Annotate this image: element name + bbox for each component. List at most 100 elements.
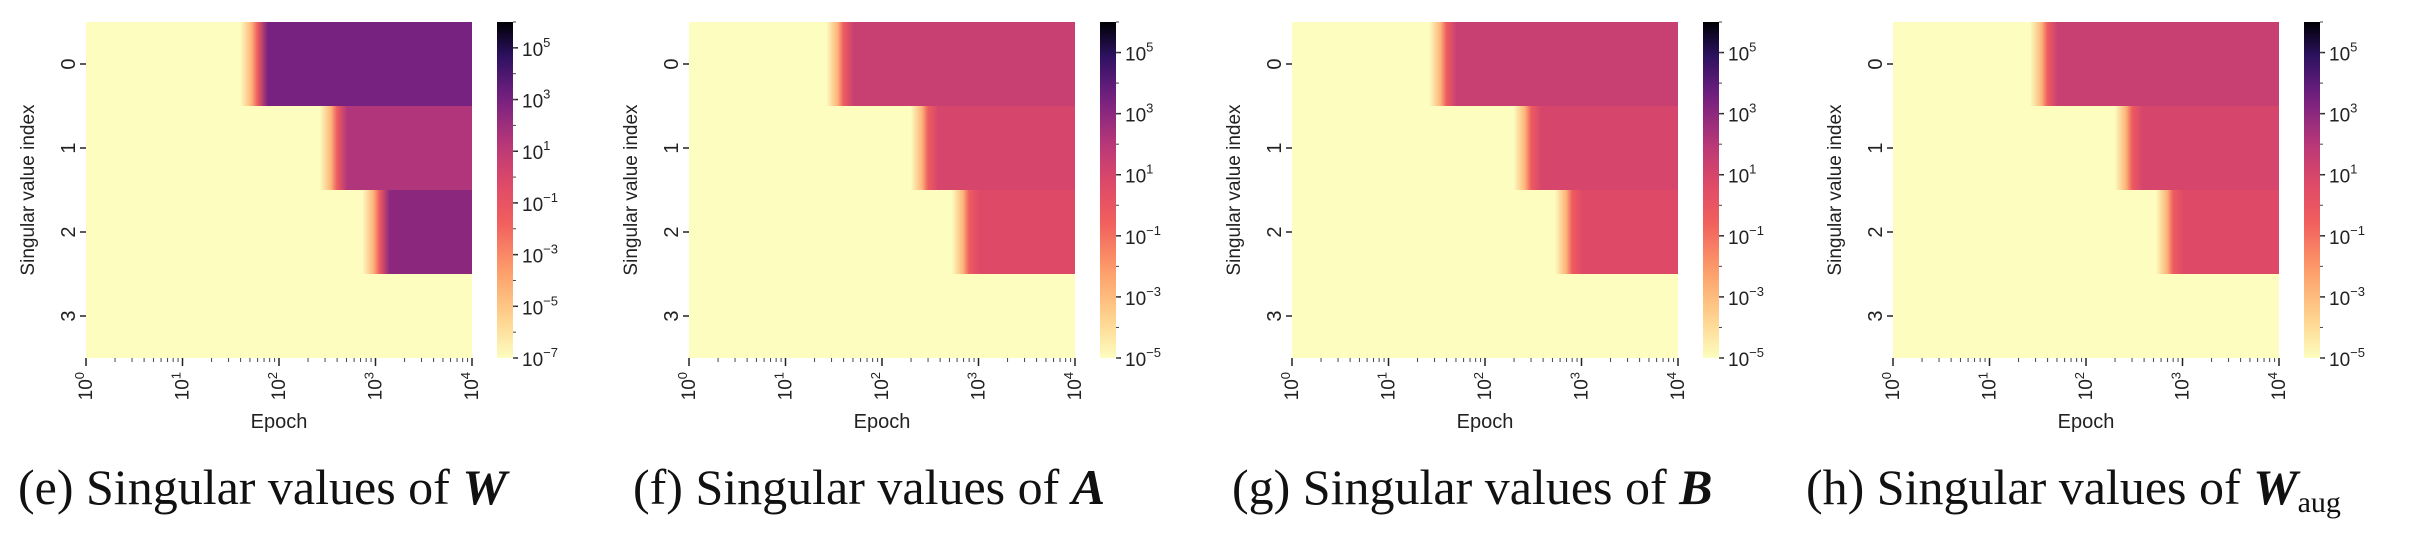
x-axis-label: Epoch [251,411,308,433]
y-axis-label: Singular value index [18,104,39,276]
heatmap-row-2 [1893,190,2279,274]
y-tick-label: 1 [1865,142,1887,153]
colorbar-tick-label: 10−1 [1125,223,1161,249]
heatmap-row-1 [86,106,472,190]
colorbar-tick-label: 10−5 [1728,345,1764,371]
colorbar-tick-label: 101 [1125,162,1153,188]
colorbar-tick-label: 101 [1728,162,1756,188]
heatmap-row-2 [689,190,1075,274]
heatmap-row-1 [1893,106,2279,190]
heatmap-row-0 [689,22,1075,106]
caption-text: (g) Singular values of [1232,459,1680,515]
panel-caption-3: (h) Singular values of Waug [1806,458,2341,520]
colorbar-tick-label: 103 [1728,101,1756,127]
colorbar-tick-label: 10−1 [522,190,558,216]
y-tick-label: 0 [661,58,683,69]
x-tick-label: 102 [2072,372,2097,400]
x-tick-label: 104 [1061,372,1086,400]
caption-symbol: W [2253,459,2298,515]
caption-symbol: B [1679,459,1713,515]
y-axis-label: Singular value index [621,104,642,276]
x-tick-label: 102 [1471,372,1496,400]
y-tick-label: 2 [1865,226,1887,237]
colorbar-tick-label: 105 [1125,40,1153,66]
colorbar-tick-label: 103 [2329,101,2357,127]
colorbar-tick-label: 10−5 [522,293,558,319]
caption-text: (e) Singular values of [18,459,463,515]
heatmap-panel-2: 0 1 2 3 Singular value index 100 101 102 103 104 E… [1224,21,1764,433]
y-tick-label: 0 [1264,58,1286,69]
x-tick-label: 104 [458,372,483,400]
colorbar [2304,22,2320,358]
colorbar-tick-label: 103 [1125,101,1153,127]
y-axis-label: Singular value index [1825,104,1846,276]
x-tick-label: 101 [772,372,797,400]
caption-subscript: aug [2297,486,2341,519]
x-axis-label: Epoch [1457,411,1514,433]
colorbar-tick-label: 10−3 [1728,284,1764,310]
colorbar [1100,22,1116,358]
colorbar-tick-label: 105 [1728,40,1756,66]
x-tick-label: 101 [1976,372,2001,400]
colorbar-tick-label: 10−3 [2329,284,2365,310]
x-axis-label: Epoch [854,411,911,433]
x-tick-label: 103 [965,372,990,400]
y-tick-label: 0 [58,58,80,69]
y-tick-label: 3 [661,310,683,321]
x-tick-label: 104 [1664,372,1689,400]
x-tick-label: 100 [675,372,700,400]
x-tick-label: 100 [72,372,97,400]
x-tick-label: 103 [1568,372,1593,400]
x-axis-label: Epoch [2058,411,2115,433]
y-tick-label: 3 [58,310,80,321]
heatmap-row-0 [86,22,472,106]
heatmap-row-2 [86,190,472,274]
colorbar-tick-label: 10−3 [1125,284,1161,310]
x-tick-label: 102 [265,372,290,400]
heatmap-panel-3: 0 1 2 3 Singular value index 100 101 102 103 104 E… [1825,21,2365,433]
y-tick-label: 1 [1264,142,1286,153]
y-tick-label: 3 [1264,310,1286,321]
colorbar-tick-label: 105 [522,35,550,61]
heatmap-row-0 [1292,22,1678,106]
colorbar-tick-label: 101 [522,138,550,164]
colorbar-tick-label: 10−1 [2329,223,2365,249]
heatmap-row-3 [86,274,472,358]
heatmap-row-3 [689,274,1075,358]
panel-caption-0: (e) Singular values of W [18,458,507,516]
x-tick-label: 104 [2265,372,2290,400]
caption-symbol: W [462,459,507,515]
caption-text: (h) Singular values of [1806,459,2254,515]
y-axis-label: Singular value index [1224,104,1245,276]
colorbar-tick-label: 10−5 [1125,345,1161,371]
colorbar-tick-label: 10−1 [1728,223,1764,249]
heatmap-panel-1: 0 1 2 3 Singular value index 100 101 102 103 104 E… [621,21,1161,433]
x-tick-label: 101 [169,372,194,400]
caption-text: (f) Singular values of [633,459,1072,515]
x-tick-label: 102 [868,372,893,400]
y-tick-label: 3 [1865,310,1887,321]
y-tick-label: 2 [1264,226,1286,237]
colorbar-tick-label: 105 [2329,40,2357,66]
y-tick-label: 0 [1865,58,1887,69]
colorbar-tick-label: 10−7 [522,345,558,371]
heatmap-row-3 [1292,274,1678,358]
y-tick-label: 1 [58,142,80,153]
x-tick-label: 103 [362,372,387,400]
heatmap-row-0 [1893,22,2279,106]
x-tick-label: 100 [1278,372,1303,400]
heatmap-row-3 [1893,274,2279,358]
y-tick-label: 2 [661,226,683,237]
colorbar [497,22,513,358]
heatmap-panel-0: 0 1 2 3 Singular value index 100 101 102 103 104 E… [18,21,558,433]
colorbar-tick-label: 10−5 [2329,345,2365,371]
x-tick-label: 103 [2169,372,2194,400]
y-tick-label: 2 [58,226,80,237]
x-tick-label: 101 [1375,372,1400,400]
colorbar [1703,22,1719,358]
x-tick-label: 100 [1879,372,1904,400]
heatmap-row-2 [1292,190,1678,274]
panel-caption-2: (g) Singular values of B [1232,458,1712,516]
caption-symbol: A [1071,459,1106,515]
